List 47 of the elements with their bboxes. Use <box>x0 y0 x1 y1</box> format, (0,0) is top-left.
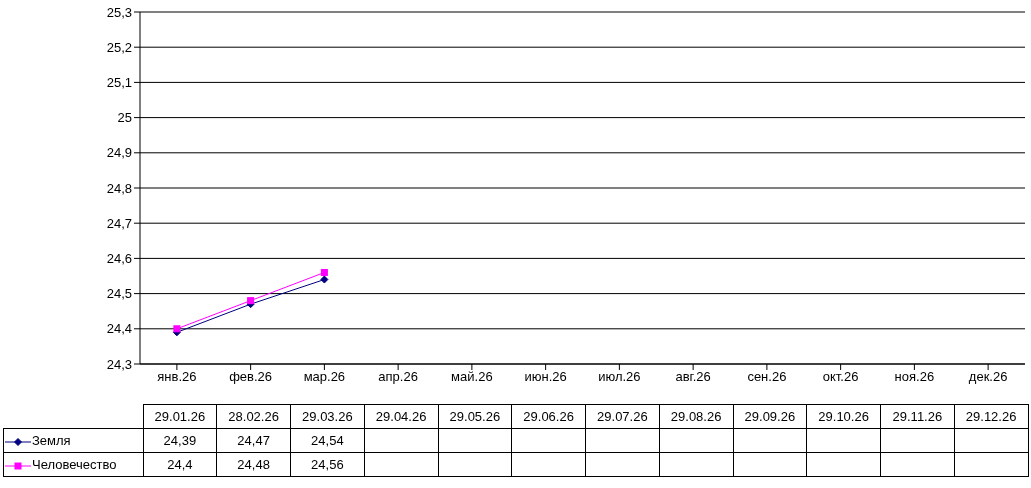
y-tick-label: 25,3 <box>106 4 132 20</box>
x-tick-label: июл.26 <box>598 369 641 385</box>
data-label: 24,47 <box>216 428 291 453</box>
text: 29.11.26 <box>880 404 955 429</box>
y-tick-label: 24,5 <box>106 286 132 302</box>
text: 29.03.26 <box>290 404 365 429</box>
x-tick-label: окт.26 <box>822 369 859 385</box>
point <box>320 275 329 284</box>
x-tick-label: дек.26 <box>968 369 1008 385</box>
y-tick-label: 24,6 <box>106 251 132 267</box>
x-tick-label: авг.26 <box>675 369 711 385</box>
legend-label: Земля <box>32 433 71 448</box>
data-label: 24,54 <box>290 428 365 453</box>
text: 29.04.26 <box>364 404 438 429</box>
y-tick-label: 24,7 <box>106 215 132 231</box>
text: 29.05.26 <box>438 404 512 429</box>
y-tick-label: 24,9 <box>106 145 132 161</box>
y-tick-label: 24,4 <box>106 321 132 337</box>
data-label: 24,39 <box>143 428 217 453</box>
y-tick-label: 25 <box>117 110 132 126</box>
x-tick-label: ноя.26 <box>894 369 935 385</box>
x-tick-label: май.26 <box>451 369 493 385</box>
x-tick-label: апр.26 <box>378 369 418 385</box>
text: 29.06.26 <box>511 404 586 429</box>
y-tick-label: 24,3 <box>106 356 132 372</box>
text: 29.12.26 <box>954 404 1028 429</box>
y-tick-label: 25,2 <box>106 39 132 55</box>
data-label: 24,4 <box>143 452 217 477</box>
text: 29.10.26 <box>806 404 881 429</box>
text: 29.08.26 <box>659 404 733 429</box>
x-tick-label: сен.26 <box>747 369 787 385</box>
text: 28.02.26 <box>216 404 291 429</box>
text: 29.01.26 <box>143 404 217 429</box>
data-label: 24,56 <box>290 452 365 477</box>
y-tick-label: 24,8 <box>106 180 132 196</box>
x-tick-label: янв.26 <box>157 369 197 385</box>
point <box>247 297 255 305</box>
point <box>173 325 181 333</box>
data-label: 24,48 <box>216 452 291 477</box>
y-tick-label: 25,1 <box>106 75 132 91</box>
text: 29.07.26 <box>585 404 660 429</box>
x-tick-label: фев.26 <box>229 369 273 385</box>
point <box>320 268 328 276</box>
x-tick-label: мар.26 <box>303 369 346 385</box>
text: 29.09.26 <box>733 404 807 429</box>
x-tick-label: июн.26 <box>524 369 567 385</box>
legend-label: Человечество <box>32 457 117 472</box>
